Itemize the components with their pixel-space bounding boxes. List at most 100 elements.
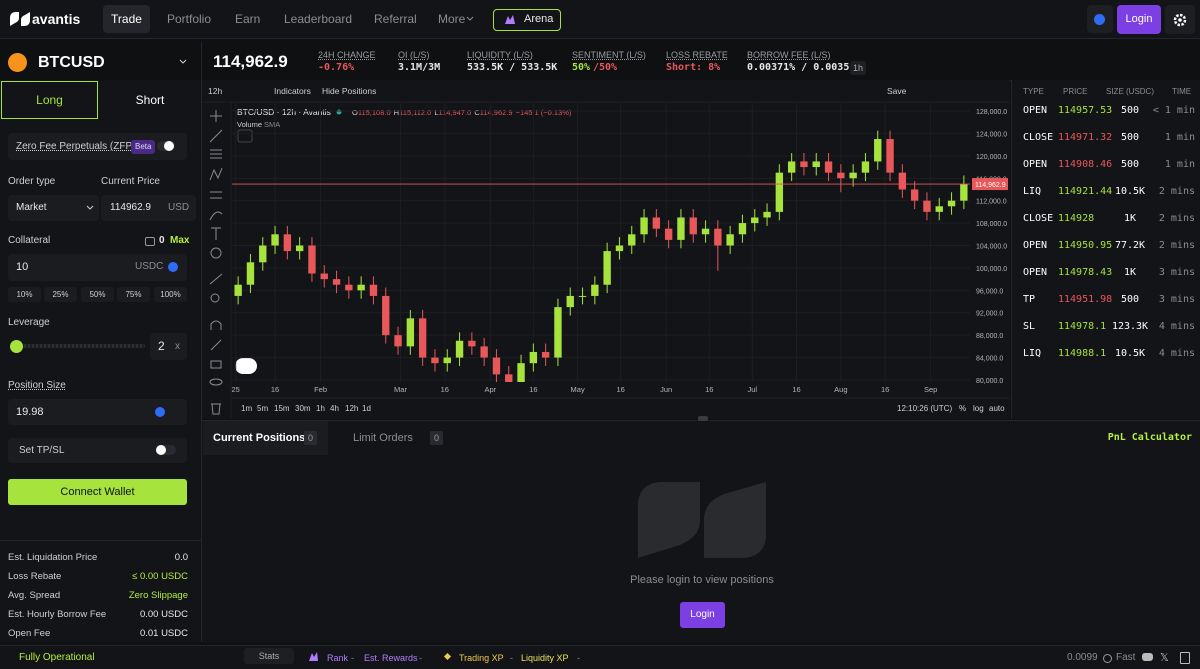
candle-body	[566, 295, 574, 308]
resize-handle[interactable]	[698, 416, 708, 421]
candle-body	[615, 245, 624, 252]
tool-icon[interactable]	[209, 211, 223, 221]
trade-type: SL	[1023, 321, 1036, 332]
candle-body	[406, 318, 415, 347]
tool-icon[interactable]	[209, 378, 223, 386]
tool-icon[interactable]	[210, 339, 222, 351]
trade-time: 2 mins	[1158, 240, 1195, 251]
leverage-field[interactable]	[150, 333, 187, 360]
timeframe[interactable]: 15m	[274, 404, 290, 413]
stat-value: /50%	[593, 62, 618, 73]
x-tick-label: Feb	[314, 385, 327, 394]
nav-link[interactable]: Referral	[374, 12, 417, 26]
tpsl-toggle[interactable]	[156, 445, 176, 455]
scale-option[interactable]: %	[959, 404, 966, 413]
order-type-select[interactable]	[8, 195, 99, 221]
tool-icon[interactable]	[210, 293, 220, 303]
tool-icon[interactable]	[210, 247, 222, 259]
nav-link[interactable]: More	[438, 12, 466, 26]
last-price-label: 114,962.9	[975, 182, 1006, 189]
tool-icon[interactable]	[210, 320, 222, 330]
tool-icon[interactable]	[211, 227, 221, 240]
interval-select[interactable]: 1h	[850, 61, 867, 75]
candle-body	[455, 340, 464, 358]
x-tick-label: 16	[617, 385, 625, 394]
tab-count: 0	[304, 431, 317, 445]
field-label: Order type	[8, 176, 56, 187]
tool-icon[interactable]	[210, 110, 222, 122]
ohlc-value: 115,112.0	[399, 108, 431, 117]
stat-label: LOSS REBATE	[666, 50, 728, 60]
discord-icon[interactable]	[1142, 653, 1153, 661]
leverage-knob[interactable]	[10, 340, 23, 353]
pnl-calculator[interactable]: PnL Calculator	[1107, 432, 1192, 443]
x-tick-label: 25	[232, 385, 240, 394]
login-button[interactable]: Login	[680, 602, 725, 628]
x-icon[interactable]: 𝕏	[1160, 652, 1169, 664]
gear-center	[1178, 18, 1182, 22]
trade-price: 114950.95	[1058, 240, 1113, 251]
legend-toggle[interactable]	[237, 129, 253, 143]
nav-link[interactable]: Trade	[103, 5, 150, 33]
percent-button[interactable]: 100%	[154, 287, 187, 302]
tool-icon[interactable]	[210, 149, 222, 159]
nav-link[interactable]: Portfolio	[167, 12, 212, 26]
tool-icon[interactable]	[209, 167, 223, 181]
trade-type: OPEN	[1023, 105, 1048, 116]
max-button[interactable]: Max	[170, 235, 190, 246]
timeframe[interactable]: 5m	[257, 404, 268, 413]
tool-icon[interactable]	[209, 129, 223, 143]
speed: Fast	[1116, 652, 1136, 663]
ohlc-value: 114,962.9	[480, 108, 513, 117]
short-tab[interactable]: Short	[135, 93, 165, 107]
x-tick-label: Mar	[394, 385, 407, 394]
trade-time: 3 mins	[1158, 267, 1195, 278]
last-price-tag	[972, 178, 1008, 191]
login-button[interactable]: Login	[1117, 5, 1161, 34]
candle-body	[898, 172, 907, 190]
symbol[interactable]: BTCUSD	[38, 54, 105, 71]
field-label: Leverage	[8, 317, 50, 328]
percent-button[interactable]: 50%	[81, 287, 114, 302]
scale-option[interactable]: log	[973, 404, 984, 413]
tool-icon[interactable]	[210, 191, 222, 199]
arena-label: Arena	[524, 13, 554, 25]
timeframe[interactable]: 4h	[330, 404, 339, 413]
collateral-unit: USDC	[135, 261, 164, 272]
timeframe[interactable]: 12h	[345, 404, 358, 413]
tab-label[interactable]: Limit Orders	[353, 432, 413, 444]
tool-icon[interactable]	[209, 273, 223, 285]
stat-value: Short: 8%	[666, 62, 721, 73]
liquidity-xp-label: Liquidity XP	[521, 653, 569, 663]
timeframe[interactable]: 30m	[295, 404, 311, 413]
tool-icon[interactable]	[210, 360, 222, 369]
y-tick-label: 84,000.0	[976, 356, 1003, 363]
scale-option[interactable]: auto	[989, 404, 1005, 413]
collateral-input[interactable]	[8, 254, 187, 281]
stats-button[interactable]: Stats	[244, 648, 294, 664]
tool-icon[interactable]	[211, 403, 221, 415]
nav-link[interactable]: Earn	[235, 12, 261, 26]
trade-size: 500	[1120, 105, 1140, 116]
candle-body	[345, 284, 353, 291]
live-dot	[336, 109, 342, 115]
trade-price: 114921.44	[1058, 186, 1113, 197]
arena-button[interactable]	[493, 9, 561, 31]
x-tick-label: Apr	[484, 385, 496, 394]
candle-body	[726, 234, 734, 246]
price-unit: USD	[168, 202, 190, 213]
timeframe[interactable]: 1d	[362, 404, 371, 413]
brand[interactable]: avantis	[32, 11, 81, 27]
nav-link[interactable]: Leaderboard	[284, 12, 353, 26]
trade-time: 4 mins	[1158, 348, 1195, 359]
long-tab[interactable]: Long	[1, 81, 98, 119]
timeframe[interactable]: 1h	[316, 404, 325, 413]
connect-wallet[interactable]: Connect Wallet	[8, 479, 187, 505]
timeframe[interactable]: 1m	[241, 404, 252, 413]
docs-icon[interactable]	[1180, 652, 1190, 664]
percent-button[interactable]: 25%	[44, 287, 77, 302]
percent-button[interactable]: 10%	[8, 287, 41, 302]
empty-logo	[638, 482, 766, 558]
percent-button[interactable]: 75%	[117, 287, 150, 302]
